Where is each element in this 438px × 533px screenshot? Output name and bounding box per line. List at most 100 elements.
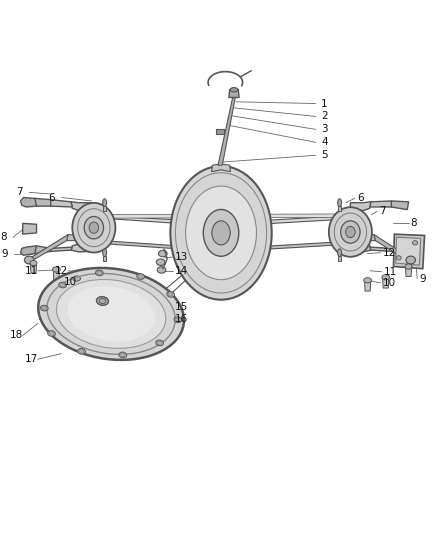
Text: 10: 10 [383,278,396,288]
Polygon shape [23,223,36,234]
Text: 1: 1 [321,99,328,109]
Polygon shape [370,247,396,252]
Ellipse shape [89,222,99,233]
Text: 5: 5 [321,150,328,160]
Text: 6: 6 [357,193,364,204]
Polygon shape [218,98,235,165]
Ellipse shape [170,166,272,300]
Ellipse shape [156,340,163,346]
Polygon shape [338,206,341,211]
Ellipse shape [413,240,418,245]
Ellipse shape [57,279,166,349]
Ellipse shape [329,207,372,257]
Text: 8: 8 [0,232,7,242]
Ellipse shape [186,186,257,280]
Text: 15: 15 [175,302,188,312]
Text: 4: 4 [321,138,328,147]
Polygon shape [32,198,51,206]
Text: 13: 13 [175,252,188,262]
Ellipse shape [137,273,145,279]
Polygon shape [396,237,420,265]
Ellipse shape [203,209,239,256]
Ellipse shape [364,278,371,283]
Ellipse shape [405,264,412,269]
Text: 17: 17 [25,354,38,364]
Ellipse shape [156,259,165,265]
Ellipse shape [78,349,85,354]
Polygon shape [216,128,225,134]
Ellipse shape [396,256,401,260]
Polygon shape [103,256,106,261]
Text: 18: 18 [10,330,23,341]
Ellipse shape [25,256,34,264]
Ellipse shape [346,227,355,238]
Text: 16: 16 [175,314,188,324]
Polygon shape [28,235,68,263]
Polygon shape [21,198,36,207]
Polygon shape [21,246,36,255]
Polygon shape [338,256,341,261]
Text: 7: 7 [379,206,386,216]
Ellipse shape [167,292,174,297]
Ellipse shape [212,221,230,245]
Text: 9: 9 [1,248,8,259]
Text: 3: 3 [321,124,328,134]
Polygon shape [74,281,80,289]
Ellipse shape [338,199,342,207]
Polygon shape [103,206,106,211]
Ellipse shape [159,251,167,257]
Polygon shape [350,244,371,252]
Polygon shape [229,90,239,98]
Polygon shape [71,202,92,211]
Ellipse shape [48,330,56,336]
Text: 8: 8 [411,219,417,228]
Ellipse shape [99,298,106,304]
Text: 10: 10 [64,277,77,287]
Text: 14: 14 [175,266,188,276]
Text: 12: 12 [55,266,68,276]
Text: 7: 7 [16,187,23,197]
Polygon shape [67,235,89,240]
Polygon shape [383,279,389,288]
Text: 9: 9 [419,273,426,284]
Polygon shape [71,244,92,252]
Polygon shape [46,247,72,252]
Ellipse shape [338,249,342,256]
Ellipse shape [53,267,60,272]
Ellipse shape [406,256,416,264]
Ellipse shape [119,352,127,358]
Ellipse shape [38,268,184,360]
Ellipse shape [59,282,67,288]
Ellipse shape [73,276,81,281]
Polygon shape [212,164,230,172]
Ellipse shape [95,270,103,276]
Polygon shape [374,235,412,263]
Text: 11: 11 [25,266,38,276]
Polygon shape [406,269,412,277]
Text: 12: 12 [383,248,396,257]
Polygon shape [364,282,371,291]
Polygon shape [89,214,350,218]
Ellipse shape [102,249,106,256]
Ellipse shape [84,216,103,239]
Polygon shape [89,237,350,250]
Polygon shape [31,265,36,273]
Polygon shape [53,272,60,280]
Polygon shape [370,201,396,207]
Ellipse shape [40,305,48,311]
Text: 2: 2 [321,111,328,122]
Polygon shape [393,234,424,269]
Ellipse shape [230,87,238,92]
Polygon shape [89,212,350,224]
Polygon shape [32,246,51,254]
Ellipse shape [96,297,109,305]
Ellipse shape [341,221,360,243]
Ellipse shape [30,261,37,265]
Polygon shape [350,202,371,211]
Polygon shape [391,201,409,209]
Polygon shape [46,200,72,207]
Ellipse shape [382,274,390,280]
Polygon shape [353,235,375,240]
Text: 11: 11 [384,266,397,277]
Ellipse shape [102,199,106,207]
